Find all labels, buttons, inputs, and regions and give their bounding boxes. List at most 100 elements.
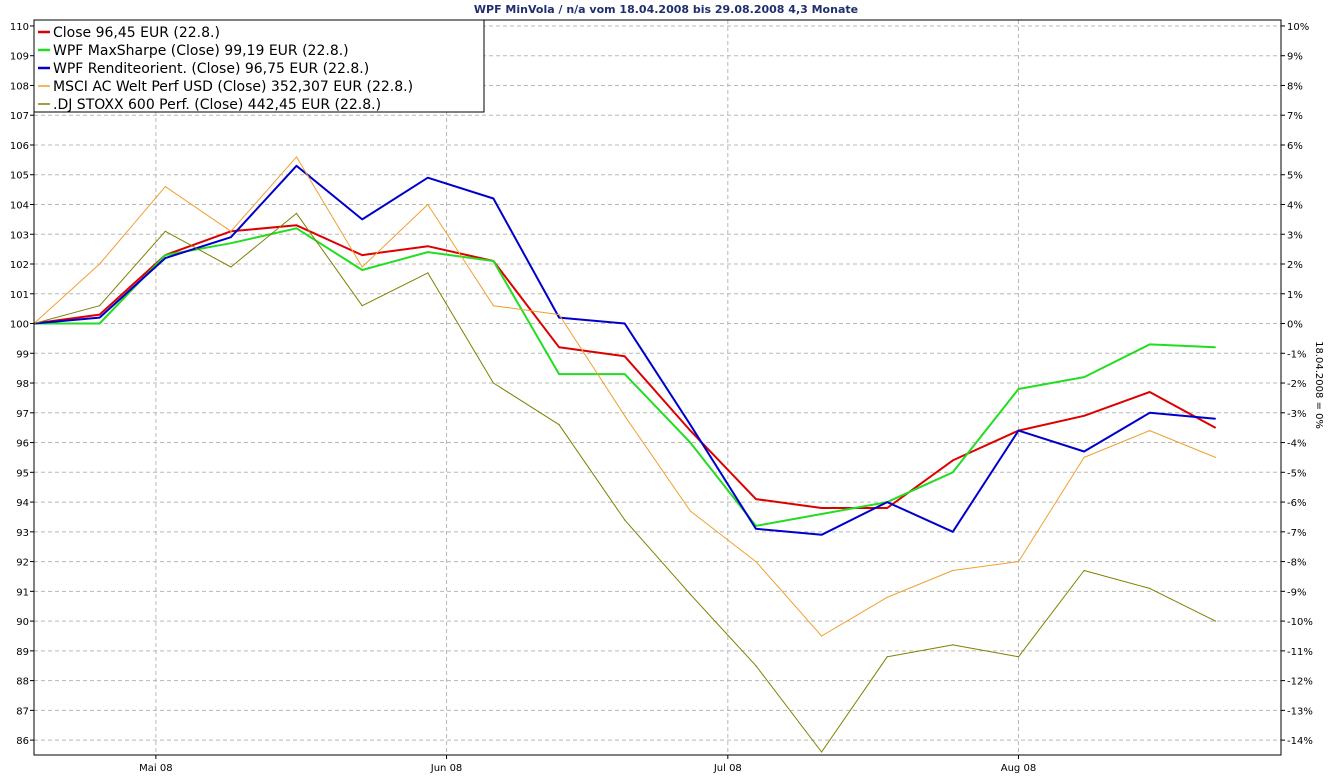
- data-point: [952, 531, 954, 533]
- left-tick-label: 92: [16, 558, 29, 569]
- data-point: [952, 459, 954, 461]
- data-point: [1149, 430, 1151, 432]
- data-point: [558, 373, 560, 375]
- data-point: [1083, 376, 1085, 378]
- data-point: [230, 230, 232, 232]
- data-point: [689, 510, 691, 512]
- left-tick-label: 103: [10, 230, 29, 241]
- data-point: [821, 507, 823, 509]
- legend-label: WPF Renditeorient. (Close) 96,75 EUR (22…: [53, 61, 369, 77]
- data-point: [821, 513, 823, 515]
- data-point: [1083, 456, 1085, 458]
- data-point: [821, 635, 823, 637]
- data-point: [821, 534, 823, 536]
- series-line-1: [34, 227, 1216, 527]
- data-point: [821, 751, 823, 753]
- data-point: [99, 263, 101, 265]
- data-point: [99, 317, 101, 319]
- right-tick-label: 8%: [1287, 81, 1303, 92]
- data-point: [886, 507, 888, 509]
- left-tick-label: 95: [16, 468, 29, 479]
- data-point: [361, 254, 363, 256]
- data-point: [689, 442, 691, 444]
- data-point: [1149, 587, 1151, 590]
- series-line-3: [33, 156, 1216, 637]
- right-tick-label: 1%: [1287, 290, 1303, 301]
- left-tick-label: 104: [10, 200, 29, 211]
- x-tick-label: Mai 08: [139, 763, 172, 774]
- plot-frame: [33, 19, 1282, 756]
- right-tick-label: -14%: [1287, 736, 1313, 747]
- right-tick-label: -4%: [1287, 439, 1306, 450]
- data-point: [755, 498, 757, 500]
- data-point: [952, 471, 954, 473]
- left-tick-label: 100: [10, 320, 29, 331]
- data-point: [1214, 456, 1216, 458]
- data-point: [755, 525, 757, 527]
- data-point: [755, 665, 757, 667]
- series-lines: [33, 156, 1216, 753]
- legend-label: WPF MaxSharpe (Close) 99,19 EUR (22.8.): [53, 43, 349, 59]
- series-line-0: [33, 224, 1216, 509]
- data-point: [427, 177, 429, 179]
- data-point: [492, 382, 494, 384]
- right-tick-label: 0%: [1287, 320, 1303, 331]
- data-point: [164, 257, 166, 259]
- data-point: [295, 227, 298, 229]
- data-point: [886, 501, 888, 503]
- x-axis: Mai 08 Jun 08 Jul 08 Aug 08: [139, 755, 1036, 774]
- right-tick-label: 2%: [1287, 260, 1303, 271]
- data-point: [1214, 427, 1216, 429]
- right-tick-label: 10%: [1287, 22, 1309, 33]
- legend-label: Close 96,45 EUR (22.8.): [53, 25, 220, 41]
- data-point: [624, 415, 626, 417]
- x-tick-label: Aug 08: [1001, 763, 1036, 774]
- data-point: [1214, 418, 1216, 420]
- right-tick-label: -9%: [1287, 587, 1306, 598]
- data-point: [1214, 346, 1216, 348]
- right-tick-label: -6%: [1287, 498, 1306, 509]
- right-tick-label: 5%: [1287, 171, 1303, 182]
- data-point: [624, 322, 626, 325]
- left-tick-label: 107: [10, 111, 29, 122]
- data-point: [492, 305, 494, 307]
- right-tick-label: -13%: [1287, 706, 1313, 717]
- right-tick-label: -11%: [1287, 647, 1313, 658]
- left-tick-label: 106: [10, 141, 29, 152]
- data-point: [1083, 415, 1085, 417]
- data-point: [295, 212, 298, 214]
- data-point: [492, 197, 494, 200]
- data-point: [558, 317, 560, 319]
- left-tick-label: 101: [10, 290, 29, 301]
- left-tick-label: 99: [16, 349, 29, 360]
- data-point: [1214, 620, 1216, 622]
- data-point: [624, 519, 626, 521]
- data-point: [1083, 450, 1085, 453]
- left-tick-label: 97: [16, 409, 29, 420]
- data-point: [1083, 569, 1085, 572]
- data-point: [755, 528, 757, 530]
- data-point: [295, 224, 298, 226]
- right-tick-label: -5%: [1287, 468, 1306, 479]
- right-axis: 10% 9% 8% 7% 6% 5% 4% 3% 2% 1% 0% -1% -2% -3% -4% -5% -6…: [1281, 22, 1313, 747]
- x-tick-label: Jul 08: [713, 763, 742, 774]
- left-tick-label: 90: [16, 617, 29, 628]
- data-point: [230, 242, 232, 244]
- right-tick-label: -1%: [1287, 349, 1306, 360]
- data-point: [689, 593, 691, 595]
- data-point: [1017, 430, 1020, 432]
- right-tick-label: -10%: [1287, 617, 1313, 628]
- data-point: [427, 203, 429, 206]
- left-tick-label: 98: [16, 379, 29, 390]
- left-tick-label: 91: [16, 587, 29, 598]
- chart-title: WPF MinVola / n/a vom 18.04.2008 bis 29.…: [474, 3, 858, 16]
- data-point: [689, 430, 691, 432]
- series-line-2: [33, 164, 1216, 536]
- data-point: [164, 186, 166, 188]
- data-point: [1149, 343, 1151, 345]
- data-point: [230, 266, 232, 268]
- data-point: [952, 644, 954, 646]
- data-point: [1017, 656, 1020, 658]
